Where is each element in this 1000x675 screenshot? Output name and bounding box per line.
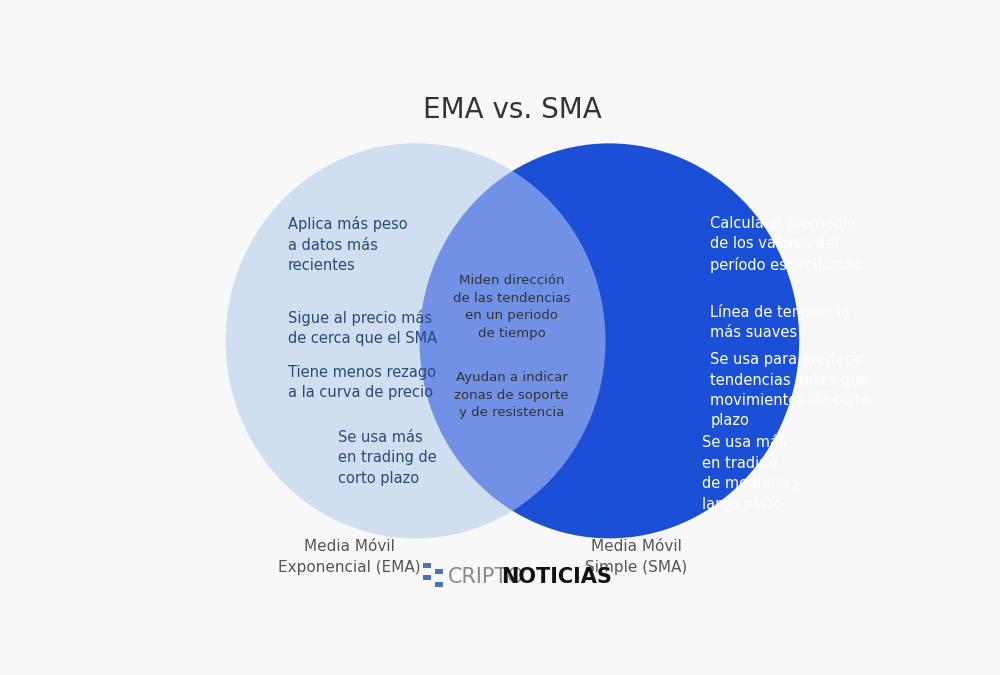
Text: Línea de tendencia
más suaves: Línea de tendencia más suaves xyxy=(710,305,850,340)
FancyBboxPatch shape xyxy=(435,569,443,574)
Text: NOTICIAS: NOTICIAS xyxy=(501,568,612,587)
Ellipse shape xyxy=(420,143,799,539)
FancyBboxPatch shape xyxy=(423,575,431,580)
Text: Sigue al precio más
de cerca que el SMA: Sigue al precio más de cerca que el SMA xyxy=(288,310,437,346)
Text: EMA vs. SMA: EMA vs. SMA xyxy=(423,96,602,124)
Text: Se usa más
en trading
de mediano y
largo plazo: Se usa más en trading de mediano y largo… xyxy=(702,435,802,512)
Text: Miden dirección
de las tendencias
en un periodo
de tiempo: Miden dirección de las tendencias en un … xyxy=(453,274,570,340)
FancyBboxPatch shape xyxy=(435,582,443,587)
Text: Calcula el promedio
de los valores del
período especificado: Calcula el promedio de los valores del p… xyxy=(710,216,862,273)
Text: Media Móvil
Simple (SMA): Media Móvil Simple (SMA) xyxy=(585,539,688,574)
Text: Aplica más peso
a datos más
recientes: Aplica más peso a datos más recientes xyxy=(288,216,407,273)
Text: Media Móvil
Exponencial (EMA): Media Móvil Exponencial (EMA) xyxy=(278,539,421,574)
Text: Se usa para predecir
tendencias antes que
movimientos de corto
plazo: Se usa para predecir tendencias antes qu… xyxy=(710,352,870,429)
Text: CRIPTO: CRIPTO xyxy=(448,568,525,587)
Text: Tiene menos rezago
a la curva de precio: Tiene menos rezago a la curva de precio xyxy=(288,364,436,400)
Ellipse shape xyxy=(226,143,606,539)
Text: Ayudan a indicar
zonas de soporte
y de resistencia: Ayudan a indicar zonas de soporte y de r… xyxy=(454,371,569,419)
FancyBboxPatch shape xyxy=(423,563,431,568)
Text: Se usa más
en trading de
corto plazo: Se usa más en trading de corto plazo xyxy=(338,430,437,486)
Ellipse shape xyxy=(226,143,606,539)
